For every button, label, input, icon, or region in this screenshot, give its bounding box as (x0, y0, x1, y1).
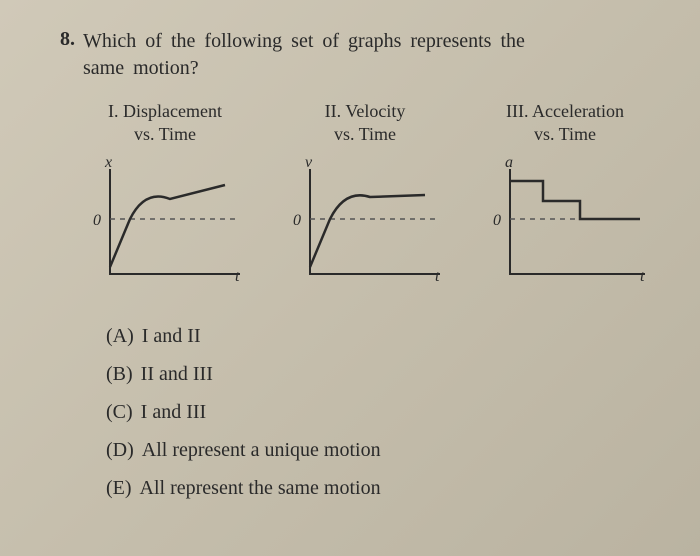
question-line1: Which of the following set of graphs rep… (83, 28, 525, 55)
option-a-text: I and II (142, 317, 201, 355)
graph-1-title-l2: vs. Time (134, 124, 196, 144)
option-d-text: All represent a unique motion (142, 431, 381, 469)
graph-3-zero: 0 (493, 212, 501, 229)
option-e: (E) All represent the same motion (106, 469, 660, 507)
option-d-letter: (D) (106, 431, 134, 469)
graph-1-curve (110, 185, 225, 267)
option-b-text: II and III (141, 355, 213, 393)
graph-1-title-l1: I. Displacement (108, 101, 222, 121)
graph-2-zero: 0 (293, 212, 301, 229)
option-e-text: All represent the same motion (140, 469, 381, 507)
graph-1-title: I. Displacement vs. Time (108, 100, 222, 145)
graph-3-title-l1: III. Acceleration (506, 101, 624, 121)
option-b-letter: (B) (106, 355, 133, 393)
graph-1-zero: 0 (93, 212, 101, 229)
graph-1-xlabel: t (235, 268, 240, 285)
page: 8. Which of the following set of graphs … (0, 0, 700, 556)
graph-3-axes (510, 169, 645, 274)
graph-3-title: III. Acceleration vs. Time (506, 100, 624, 145)
option-e-letter: (E) (106, 469, 132, 507)
option-c-text: I and III (141, 393, 207, 431)
graph-2-ylabel: v (305, 154, 313, 171)
graph-2-xlabel: t (435, 268, 440, 285)
option-a-letter: (A) (106, 317, 134, 355)
options-list: (A) I and II (B) II and III (C) I and II… (106, 317, 660, 507)
graph-2-title-l1: II. Velocity (325, 101, 406, 121)
graph-2-title-l2: vs. Time (334, 124, 396, 144)
graph-2: II. Velocity vs. Time v 0 t (270, 100, 460, 299)
question-number: 8. (60, 28, 75, 51)
graph-3-xlabel: t (640, 268, 645, 285)
option-b: (B) II and III (106, 355, 660, 393)
option-c-letter: (C) (106, 393, 133, 431)
option-a: (A) I and II (106, 317, 660, 355)
graph-3-svg: a 0 t (475, 149, 655, 299)
graph-3-ylabel: a (505, 154, 513, 171)
question-line2: same motion? (83, 55, 525, 82)
graphs-row: I. Displacement vs. Time x 0 t II. Veloc… (70, 100, 660, 299)
graph-2-curve (310, 195, 425, 267)
graph-1-svg: x 0 t (75, 149, 255, 299)
option-c: (C) I and III (106, 393, 660, 431)
graph-3-curve (510, 181, 640, 219)
question-header: 8. Which of the following set of graphs … (60, 28, 660, 82)
graph-3: III. Acceleration vs. Time a 0 t (470, 100, 660, 299)
question-text-block: Which of the following set of graphs rep… (83, 28, 525, 82)
graph-1-ylabel: x (104, 154, 112, 171)
graph-2-svg: v 0 t (275, 149, 455, 299)
graph-3-title-l2: vs. Time (534, 124, 596, 144)
graph-1: I. Displacement vs. Time x 0 t (70, 100, 260, 299)
graph-2-title: II. Velocity vs. Time (325, 100, 406, 145)
option-d: (D) All represent a unique motion (106, 431, 660, 469)
